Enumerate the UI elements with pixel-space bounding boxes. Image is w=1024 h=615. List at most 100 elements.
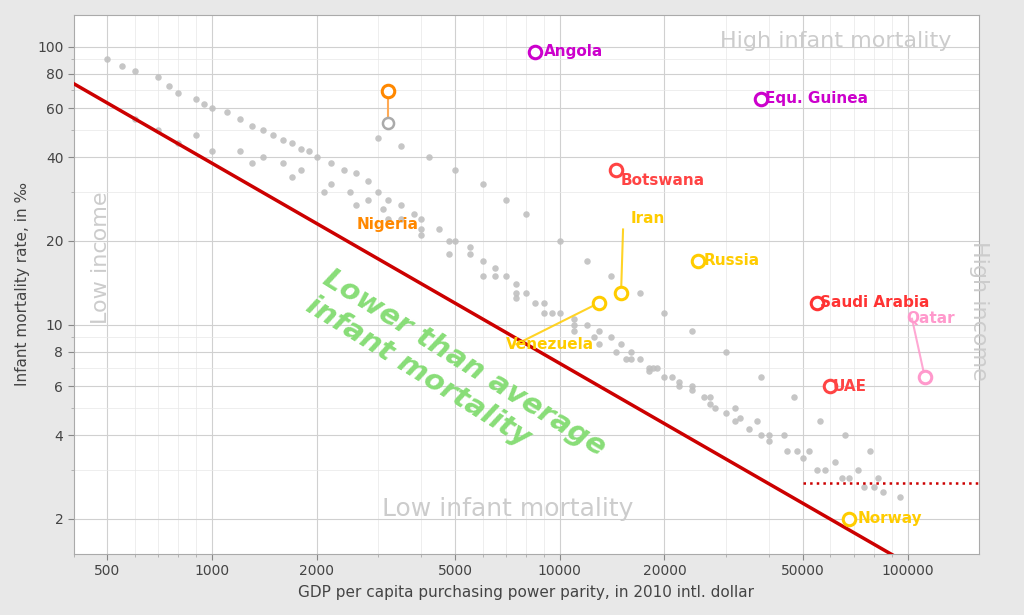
Point [536, 298, 552, 308]
Point [602, 271, 618, 280]
Point [761, 437, 777, 446]
Point [775, 430, 792, 440]
Text: Angola: Angola [544, 44, 603, 59]
Text: UAE: UAE [833, 379, 867, 394]
Point [740, 424, 757, 434]
Point [566, 320, 583, 330]
Point [617, 354, 634, 364]
Point [370, 187, 386, 197]
Point [414, 230, 430, 240]
Point [602, 333, 618, 343]
Point [446, 236, 463, 246]
Point [274, 135, 291, 145]
Point [732, 413, 749, 423]
Point [566, 314, 583, 323]
Point [671, 378, 687, 387]
Point [865, 482, 882, 492]
Point [231, 114, 248, 124]
Text: Qatar: Qatar [906, 311, 954, 326]
Point [623, 354, 639, 364]
Point [284, 138, 300, 148]
Point [856, 482, 872, 492]
Point [462, 248, 478, 258]
Point [204, 146, 220, 156]
Point [701, 392, 718, 402]
Point [486, 271, 503, 280]
Point [795, 453, 811, 463]
Point [188, 130, 205, 140]
Point [255, 153, 271, 162]
Point [301, 146, 317, 156]
Point [342, 187, 358, 197]
Point [151, 125, 167, 135]
X-axis label: GDP per capita purchasing power parity, in 2010 intl. dollar: GDP per capita purchasing power parity, … [298, 585, 754, 600]
Point [552, 236, 568, 246]
Point [440, 236, 457, 246]
Y-axis label: Infant mortality rate, in ‰: Infant mortality rate, in ‰ [15, 182, 30, 386]
Point [393, 200, 410, 210]
Point [552, 308, 568, 318]
Point [161, 81, 177, 91]
Point [664, 371, 680, 381]
Point [188, 93, 205, 103]
Point [518, 288, 535, 298]
Text: Lower than average
infant mortality: Lower than average infant mortality [301, 264, 611, 489]
Point [684, 326, 700, 336]
Point [892, 492, 908, 502]
Text: Iran: Iran [631, 212, 666, 226]
Point [474, 271, 490, 280]
Point [255, 125, 271, 135]
Point [671, 381, 687, 391]
Text: Equ. Guinea: Equ. Guinea [765, 91, 868, 106]
Point [323, 180, 339, 189]
Point [393, 214, 410, 224]
Point [274, 159, 291, 169]
Point [841, 474, 857, 483]
Point [566, 326, 583, 336]
Point [431, 224, 447, 234]
Point [336, 165, 352, 175]
Point [586, 333, 602, 343]
Text: High infant mortality: High infant mortality [720, 31, 951, 51]
Point [323, 159, 339, 169]
Point [648, 363, 665, 373]
Point [718, 347, 734, 357]
Point [114, 62, 130, 71]
Point [809, 465, 825, 475]
Point [701, 399, 718, 408]
Point [244, 121, 260, 130]
Point [204, 103, 220, 113]
Point [218, 108, 234, 117]
Point [632, 354, 648, 364]
Point [788, 446, 805, 456]
Point [486, 263, 503, 273]
Point [708, 403, 724, 413]
Point [835, 474, 851, 483]
Point [393, 141, 410, 151]
Point [827, 458, 844, 467]
Point [837, 430, 853, 440]
Point [608, 347, 625, 357]
Point [862, 446, 879, 456]
Point [498, 271, 514, 280]
Point [231, 146, 248, 156]
Point [359, 176, 376, 186]
Point [170, 138, 186, 148]
Point [644, 363, 660, 373]
Point [462, 242, 478, 252]
Point [421, 153, 437, 162]
Point [623, 347, 639, 357]
Point [359, 196, 376, 205]
Point [170, 89, 186, 98]
Point [375, 204, 391, 214]
Point [750, 416, 766, 426]
Point [754, 371, 770, 381]
Point [656, 308, 673, 318]
Point [591, 326, 607, 336]
Point [779, 446, 796, 456]
Text: Botswana: Botswana [621, 173, 706, 188]
Point [518, 209, 535, 219]
Point [308, 153, 325, 162]
Point [727, 416, 743, 426]
Point [727, 403, 743, 413]
